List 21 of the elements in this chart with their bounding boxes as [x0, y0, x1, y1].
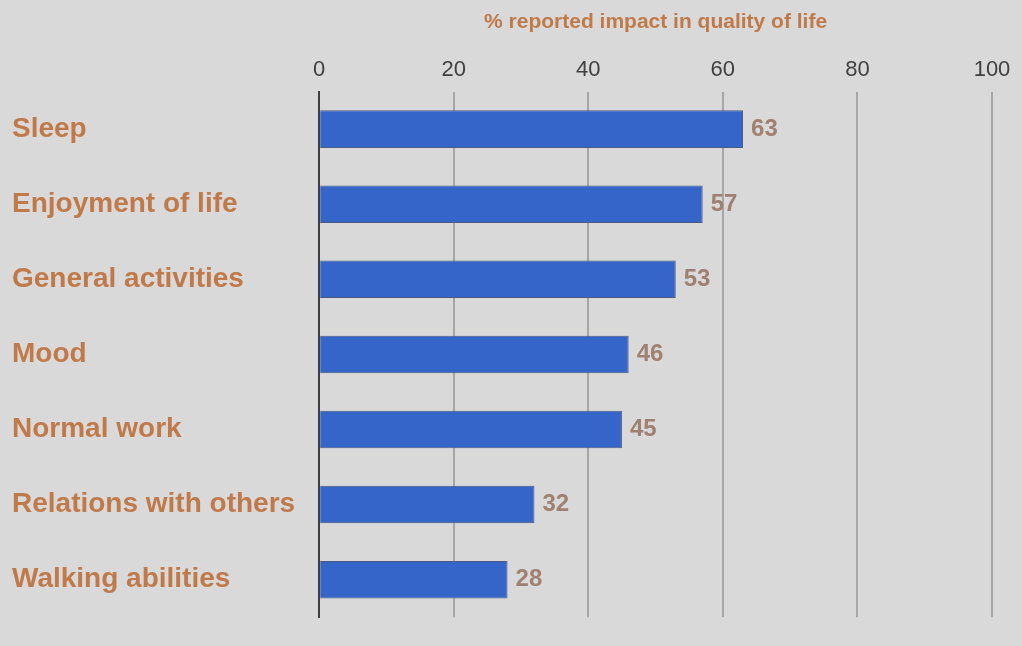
- data-label: 32: [542, 489, 570, 517]
- data-label: 46: [636, 339, 664, 367]
- x-tick-label: 20: [441, 56, 466, 82]
- data-label: 63: [751, 113, 778, 141]
- data-label: 28: [515, 564, 543, 592]
- y-tick-label: Relations with others: [12, 487, 296, 519]
- x-tick-label: 100: [973, 56, 1011, 82]
- x-tick-label: 40: [576, 56, 601, 82]
- y-tick-label: General activities: [12, 262, 244, 294]
- y-tick-label: Enjoyment of life: [12, 186, 238, 218]
- x-tick-label: 60: [710, 56, 736, 82]
- y-tick-label: Sleep: [12, 111, 87, 143]
- data-label: 53: [683, 263, 711, 291]
- x-tick-label: 80: [845, 56, 870, 82]
- x-axis-title: % reported impact in quality of life: [484, 9, 828, 33]
- y-tick-label: Normal work: [12, 412, 183, 444]
- y-tick-label: Mood: [12, 337, 87, 369]
- data-label: 57: [710, 188, 738, 216]
- x-tick-label: 0: [313, 56, 326, 82]
- data-label: 45: [629, 414, 657, 442]
- y-tick-label: Walking abilities: [12, 562, 231, 594]
